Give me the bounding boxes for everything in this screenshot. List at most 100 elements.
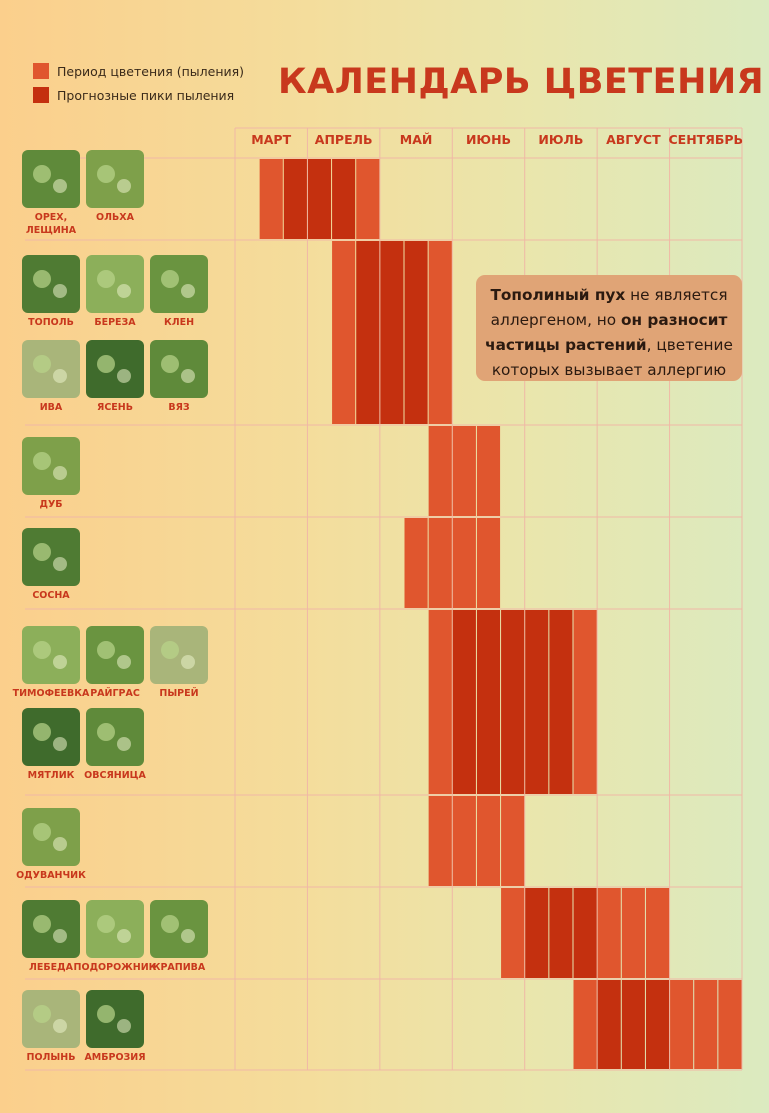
plant-photo: [86, 708, 144, 766]
plant-photo-detail: [33, 452, 51, 470]
plant-name: ПОДОРОЖНИК: [74, 962, 157, 973]
plant-photo-detail: [117, 737, 131, 751]
bloom-period-cell: [645, 888, 670, 978]
plant-name: ОДУВАНЧИК: [16, 870, 86, 881]
bloom-peak-cell: [452, 610, 476, 794]
plant-photo: [22, 708, 80, 766]
plant-name: ИВА: [40, 402, 63, 413]
legend-swatch-period: [33, 63, 49, 79]
plant-photo: [22, 900, 80, 958]
legend-item-period: Период цветения (пыления): [33, 60, 244, 82]
bloom-period-cell: [356, 159, 380, 239]
plant-name: ДУБ: [39, 499, 62, 510]
plant-name: ОРЕХ,: [35, 212, 67, 223]
bloom-period-cell: [332, 241, 356, 424]
plant-photo: [86, 340, 144, 398]
plant-photo-detail: [161, 355, 179, 373]
plant-name: ОЛЬХА: [96, 212, 135, 223]
legend-swatch-peak: [33, 87, 49, 103]
plant-photo: [22, 340, 80, 398]
bloom-peak-cell: [621, 980, 645, 1069]
note-bold-1: Тополиный пух: [490, 286, 626, 304]
plant-photo-detail: [181, 284, 195, 298]
month-label: МАЙ: [400, 132, 433, 147]
bloom-period-cell: [476, 796, 501, 886]
month-label: АВГУСТ: [606, 132, 661, 147]
plant-photo-detail: [33, 641, 51, 659]
plant-photo-detail: [53, 737, 67, 751]
plant-photo-detail: [33, 1005, 51, 1023]
legend-item-peak: Прогнозные пики пыления: [33, 84, 244, 106]
plant-name: ЯСЕНЬ: [97, 402, 133, 413]
bloom-period-cell: [428, 796, 452, 886]
bloom-peak-cell: [501, 610, 525, 794]
note-text-2: , цветение которых вызывает аллергию: [491, 336, 733, 379]
plant-photo: [22, 808, 80, 866]
month-label: МАРТ: [251, 132, 291, 147]
plant-photo-detail: [53, 179, 67, 193]
legend: Период цветения (пыления) Прогнозные пик…: [33, 60, 244, 108]
plant-photo-detail: [53, 1019, 67, 1033]
plant-name: ТОПОЛЬ: [28, 317, 74, 328]
bloom-period-cell: [428, 426, 452, 516]
plant-photo: [22, 255, 80, 313]
plant-photo: [22, 437, 80, 495]
bloom-period-cell: [597, 888, 621, 978]
page-title: КАЛЕНДАРЬ ЦВЕТЕНИЯ: [278, 62, 765, 102]
plant-photo-detail: [33, 723, 51, 741]
bloom-peak-cell: [549, 610, 573, 794]
bloom-peak-cell: [597, 980, 621, 1069]
bloom-period-cell: [428, 610, 452, 794]
plant-photo-detail: [97, 723, 115, 741]
plant-photo-detail: [181, 655, 195, 669]
plant-name: ЛЕЩИНА: [26, 225, 77, 236]
bloom-period-cell: [452, 518, 476, 608]
plant-photo-detail: [97, 1005, 115, 1023]
bloom-period-cell: [404, 518, 428, 608]
plant-photo-detail: [53, 557, 67, 571]
plant-photo-detail: [117, 179, 131, 193]
bloom-peak-cell: [404, 241, 428, 424]
plant-name: БЕРЕЗА: [94, 317, 136, 328]
plant-name: ОВСЯНИЦА: [84, 770, 146, 781]
poplar-note: Тополиный пух не является аллергеном, но…: [476, 275, 742, 381]
plant-photo-detail: [33, 270, 51, 288]
bloom-period-cell: [573, 610, 597, 794]
plant-photo-detail: [97, 270, 115, 288]
plant-photo: [86, 255, 144, 313]
plant-photo-detail: [53, 837, 67, 851]
plant-photo-detail: [117, 369, 131, 383]
plant-name: ЛЕБЕДА: [29, 962, 74, 973]
bloom-peak-cell: [380, 241, 404, 424]
plant-photo-detail: [53, 655, 67, 669]
bloom-peak-cell: [525, 888, 549, 978]
bloom-peak-cell: [525, 610, 549, 794]
plant-photo-detail: [181, 369, 195, 383]
bloom-peak-cell: [549, 888, 573, 978]
plant-name: АМБРОЗИЯ: [84, 1052, 145, 1063]
plant-photo: [86, 990, 144, 1048]
legend-label-peak: Прогнозные пики пыления: [57, 87, 235, 103]
plant-photo: [150, 626, 208, 684]
plant-photo-detail: [33, 543, 51, 561]
plant-photo-detail: [97, 915, 115, 933]
plant-photo: [22, 150, 80, 208]
plant-photo-detail: [161, 270, 179, 288]
bloom-peak-cell: [332, 159, 356, 239]
bloom-peak-cell: [356, 241, 380, 424]
plant-photo-detail: [161, 915, 179, 933]
plant-photo-detail: [53, 929, 67, 943]
plant-name: РАЙГРАС: [90, 687, 140, 699]
bloom-period-cell: [452, 796, 476, 886]
plant-photo: [86, 626, 144, 684]
plant-photo-detail: [33, 355, 51, 373]
plant-photo: [86, 150, 144, 208]
note-text-1: не является аллергеном, но: [490, 286, 728, 329]
plant-photo-detail: [117, 655, 131, 669]
bloom-period-cell: [428, 241, 452, 424]
plant-name: ТИМОФЕЕВКА: [13, 688, 90, 699]
plant-photo-detail: [117, 1019, 131, 1033]
plant-photo-detail: [97, 641, 115, 659]
plant-name: ПОЛЫНЬ: [27, 1052, 76, 1063]
